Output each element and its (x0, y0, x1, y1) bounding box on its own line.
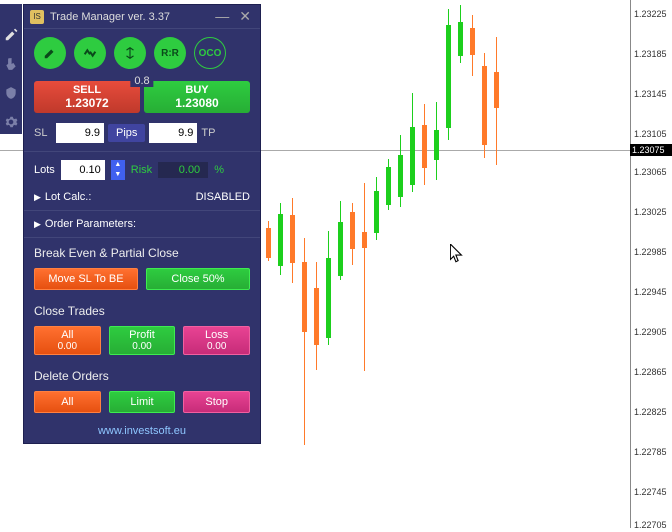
spread-value: 0.8 (130, 75, 153, 87)
edit-icon[interactable] (4, 28, 18, 47)
footer-link[interactable]: www.investsoft.eu (24, 421, 260, 443)
window-title: Trade Manager ver. 3.37 (50, 11, 170, 23)
toolbar: R:R OCO (24, 29, 260, 77)
close50-button[interactable]: Close 50% (146, 268, 250, 290)
rr-tool[interactable]: R:R (154, 37, 186, 69)
breakeven-title: Break Even & Partial Close (24, 240, 260, 264)
buy-button[interactable]: BUY 1.23080 (144, 81, 250, 113)
sl-input[interactable] (56, 123, 104, 143)
orderparams-row[interactable]: ▶Order Parameters: (24, 213, 260, 235)
chevron-right-icon: ▶ (34, 219, 41, 230)
price-axis: 1.232251.231851.231451.231051.230651.230… (630, 0, 672, 528)
cursor-icon (450, 244, 464, 264)
titlebar: IS Trade Manager ver. 3.37 — ✕ (24, 5, 260, 29)
line-tool[interactable] (114, 37, 146, 69)
gear-icon[interactable] (4, 115, 18, 134)
lots-stepper[interactable]: ▲▼ (111, 160, 125, 180)
sell-button[interactable]: SELL 1.23072 (34, 81, 140, 113)
sl-label: SL (34, 127, 52, 139)
lots-label: Lots (34, 164, 55, 176)
pips-toggle[interactable]: Pips (108, 124, 145, 142)
move-sl-button[interactable]: Move SL To BE (34, 268, 138, 290)
sidebar (0, 4, 22, 134)
closetrades-title: Close Trades (24, 298, 260, 322)
risk-label: Risk (131, 164, 152, 176)
tp-input[interactable] (149, 123, 197, 143)
pct-label: % (214, 164, 224, 176)
delete-limit-button[interactable]: Limit (109, 391, 176, 413)
hand-icon[interactable] (4, 57, 18, 76)
close-loss-button[interactable]: Loss0.00 (183, 326, 250, 355)
pencil-tool[interactable] (34, 37, 66, 69)
oco-tool[interactable]: OCO (194, 37, 226, 69)
lotcalc-status: DISABLED (196, 191, 250, 203)
chevron-right-icon: ▶ (34, 192, 41, 203)
close-profit-button[interactable]: Profit0.00 (109, 326, 176, 355)
shield-icon[interactable] (4, 86, 18, 105)
close-all-button[interactable]: All0.00 (34, 326, 101, 355)
minimize-button[interactable]: — (212, 8, 232, 25)
app-icon: IS (30, 10, 44, 24)
trailing-tool[interactable] (74, 37, 106, 69)
delete-stop-button[interactable]: Stop (183, 391, 250, 413)
trade-manager-panel: IS Trade Manager ver. 3.37 — ✕ R:R OCO 0… (23, 4, 261, 444)
lotcalc-row[interactable]: ▶Lot Calc.: DISABLED (24, 186, 260, 208)
tp-label: TP (201, 127, 219, 139)
risk-value: 0.00 (158, 162, 208, 178)
close-button[interactable]: ✕ (236, 8, 254, 25)
deleteorders-title: Delete Orders (24, 363, 260, 387)
lots-input[interactable] (61, 160, 105, 180)
delete-all-button[interactable]: All (34, 391, 101, 413)
